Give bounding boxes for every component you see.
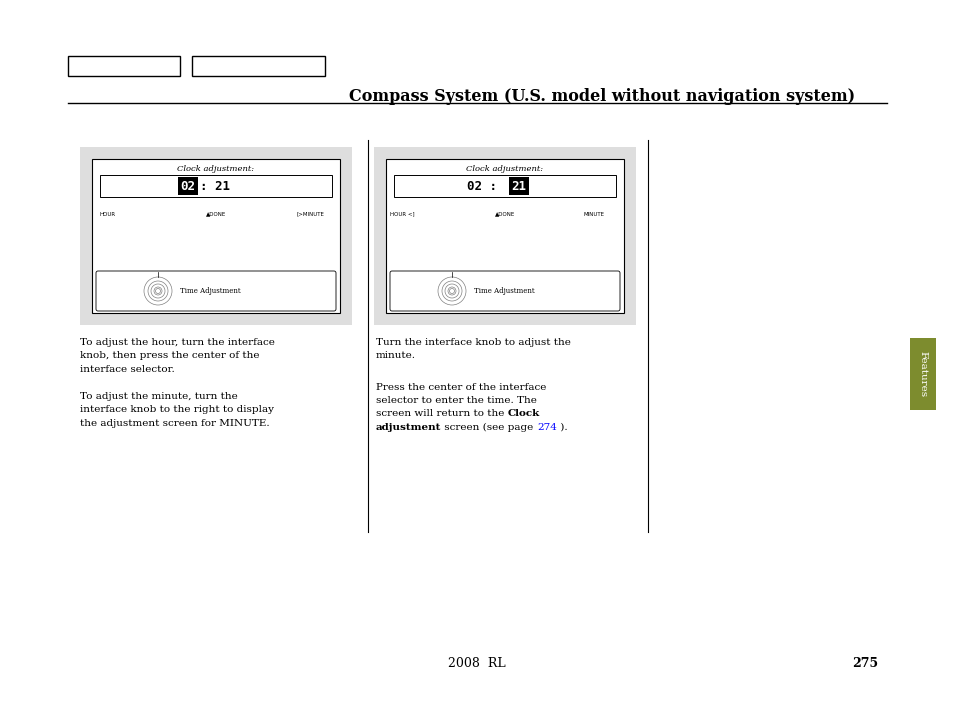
Text: Turn the interface knob to adjust the: Turn the interface knob to adjust the: [375, 338, 570, 347]
Bar: [386, 159, 623, 313]
Bar: [192, 56, 325, 76]
Text: minute.: minute.: [375, 351, 416, 361]
Text: selector to enter the time. The: selector to enter the time. The: [375, 396, 537, 405]
Text: screen will return to the: screen will return to the: [375, 410, 507, 418]
Text: : 21: : 21: [200, 180, 230, 192]
Text: Clock adjustment:: Clock adjustment:: [466, 165, 543, 173]
Text: To adjust the hour, turn the interface: To adjust the hour, turn the interface: [80, 338, 274, 347]
Text: 21: 21: [511, 180, 526, 192]
Bar: [80, 147, 352, 325]
Text: To adjust the minute, turn the: To adjust the minute, turn the: [80, 392, 237, 401]
Text: Time Adjustment: Time Adjustment: [474, 287, 534, 295]
Text: adjustment: adjustment: [375, 423, 441, 432]
Circle shape: [155, 288, 160, 293]
Text: the adjustment screen for MINUTE.: the adjustment screen for MINUTE.: [80, 419, 270, 428]
Text: interface knob to the right to display: interface knob to the right to display: [80, 405, 274, 415]
Text: MINUTE: MINUTE: [583, 212, 604, 217]
Text: Clock adjustment:: Clock adjustment:: [177, 165, 254, 173]
Text: ▲DONE: ▲DONE: [206, 212, 226, 217]
Text: ▲DONE: ▲DONE: [495, 212, 515, 217]
Text: Time Adjustment: Time Adjustment: [180, 287, 240, 295]
Bar: [100, 175, 332, 197]
Bar: [68, 56, 180, 76]
Bar: [394, 175, 616, 197]
Text: knob, then press the center of the: knob, then press the center of the: [80, 351, 259, 361]
Bar: [178, 177, 198, 195]
Text: HOUR: HOUR: [100, 212, 116, 217]
Text: Features: Features: [918, 351, 926, 397]
Text: 2008  RL: 2008 RL: [448, 657, 505, 670]
FancyBboxPatch shape: [390, 271, 619, 311]
Text: ).: ).: [557, 423, 567, 432]
Text: 02 :: 02 :: [467, 180, 497, 192]
Text: Clock: Clock: [507, 410, 539, 418]
Bar: [909, 338, 935, 410]
Circle shape: [449, 288, 454, 293]
Bar: [91, 159, 339, 313]
Text: Press the center of the interface: Press the center of the interface: [375, 383, 546, 391]
Text: Compass System (U.S. model without navigation system): Compass System (U.S. model without navig…: [349, 88, 854, 105]
Text: HOUR <]: HOUR <]: [389, 212, 414, 217]
Text: [>MINUTE: [>MINUTE: [295, 212, 324, 217]
Text: 02: 02: [180, 180, 195, 192]
Text: 274: 274: [537, 423, 557, 432]
Text: screen (see page: screen (see page: [441, 423, 537, 432]
Text: interface selector.: interface selector.: [80, 365, 174, 374]
Text: 275: 275: [851, 657, 877, 670]
Bar: [374, 147, 636, 325]
FancyBboxPatch shape: [96, 271, 335, 311]
Bar: [509, 177, 529, 195]
